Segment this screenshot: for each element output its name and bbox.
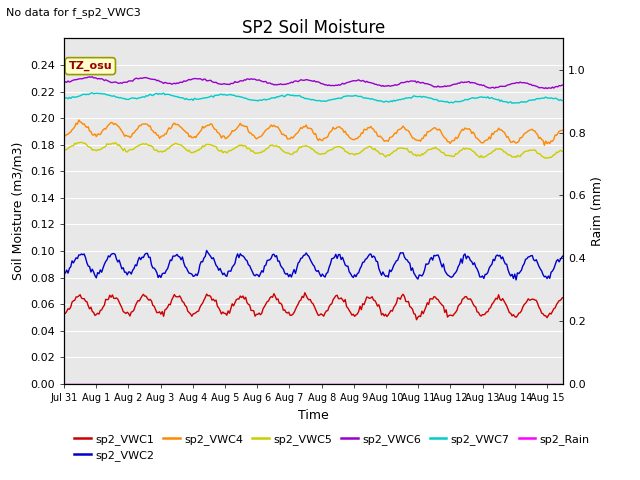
sp2_VWC5 bbox=[77, 139, 85, 145]
sp2_VWC7 bbox=[230, 92, 237, 98]
sp2_Rain bbox=[124, 381, 131, 387]
sp2_VWC6 bbox=[559, 82, 567, 88]
sp2_VWC1 bbox=[413, 317, 420, 323]
sp2_VWC1 bbox=[551, 305, 559, 311]
sp2_VWC1 bbox=[124, 309, 131, 315]
sp2_VWC6 bbox=[551, 84, 559, 90]
sp2_VWC6 bbox=[143, 75, 151, 81]
sp2_VWC7 bbox=[125, 96, 132, 102]
sp2_VWC5 bbox=[125, 148, 132, 154]
sp2_VWC1 bbox=[429, 296, 436, 302]
sp2_VWC2 bbox=[551, 262, 559, 268]
sp2_Rain bbox=[559, 381, 567, 387]
sp2_VWC7 bbox=[60, 96, 68, 101]
sp2_VWC2 bbox=[203, 248, 211, 253]
sp2_VWC4 bbox=[60, 132, 68, 138]
Text: No data for f_sp2_VWC3: No data for f_sp2_VWC3 bbox=[6, 7, 141, 18]
sp2_VWC2 bbox=[559, 253, 567, 259]
sp2_VWC6 bbox=[543, 86, 551, 92]
sp2_VWC5 bbox=[428, 146, 435, 152]
sp2_VWC7 bbox=[316, 97, 323, 103]
Line: sp2_VWC1: sp2_VWC1 bbox=[64, 293, 563, 320]
sp2_VWC7 bbox=[559, 97, 567, 103]
sp2_VWC1 bbox=[316, 312, 323, 318]
sp2_VWC4 bbox=[559, 127, 567, 133]
sp2_VWC6 bbox=[88, 74, 96, 80]
Y-axis label: Raim (mm): Raim (mm) bbox=[591, 176, 604, 246]
sp2_VWC5 bbox=[542, 156, 550, 161]
sp2_VWC1 bbox=[60, 310, 68, 316]
sp2_VWC4 bbox=[75, 117, 83, 123]
sp2_VWC2 bbox=[428, 254, 435, 260]
sp2_VWC2 bbox=[512, 277, 520, 283]
sp2_VWC6 bbox=[60, 80, 68, 86]
Y-axis label: Soil Moisture (m3/m3): Soil Moisture (m3/m3) bbox=[12, 142, 24, 280]
sp2_VWC4 bbox=[316, 136, 323, 142]
sp2_VWC7 bbox=[551, 96, 559, 101]
sp2_VWC2 bbox=[124, 272, 131, 278]
sp2_VWC2 bbox=[142, 251, 150, 256]
sp2_VWC6 bbox=[428, 83, 435, 88]
sp2_VWC2 bbox=[60, 270, 68, 276]
Legend: sp2_VWC1, sp2_VWC2, sp2_VWC4, sp2_VWC5, sp2_VWC6, sp2_VWC7, sp2_Rain: sp2_VWC1, sp2_VWC2, sp2_VWC4, sp2_VWC5, … bbox=[70, 429, 595, 466]
sp2_VWC5 bbox=[230, 146, 237, 152]
sp2_VWC7 bbox=[88, 90, 96, 96]
Line: sp2_VWC7: sp2_VWC7 bbox=[64, 93, 563, 103]
sp2_VWC1 bbox=[301, 290, 308, 296]
sp2_Rain bbox=[142, 381, 150, 387]
sp2_VWC1 bbox=[228, 301, 236, 307]
sp2_Rain bbox=[314, 381, 322, 387]
sp2_VWC5 bbox=[143, 142, 151, 147]
sp2_VWC7 bbox=[143, 93, 151, 99]
Text: TZ_osu: TZ_osu bbox=[68, 61, 112, 71]
sp2_VWC4 bbox=[230, 128, 237, 134]
Line: sp2_VWC6: sp2_VWC6 bbox=[64, 77, 563, 89]
Line: sp2_VWC2: sp2_VWC2 bbox=[64, 251, 563, 280]
sp2_VWC4 bbox=[143, 121, 151, 127]
sp2_VWC1 bbox=[142, 293, 150, 299]
Line: sp2_VWC4: sp2_VWC4 bbox=[64, 120, 563, 145]
sp2_VWC5 bbox=[60, 146, 68, 152]
sp2_Rain bbox=[228, 381, 236, 387]
sp2_VWC5 bbox=[316, 151, 323, 157]
sp2_VWC7 bbox=[428, 96, 435, 101]
sp2_VWC6 bbox=[230, 80, 237, 86]
sp2_VWC7 bbox=[508, 100, 516, 106]
Line: sp2_VWC5: sp2_VWC5 bbox=[64, 142, 563, 158]
sp2_Rain bbox=[548, 381, 556, 387]
sp2_Rain bbox=[426, 381, 434, 387]
sp2_VWC4 bbox=[125, 133, 132, 139]
sp2_VWC5 bbox=[559, 148, 567, 154]
X-axis label: Time: Time bbox=[298, 408, 329, 421]
sp2_VWC4 bbox=[428, 127, 435, 132]
sp2_VWC6 bbox=[316, 80, 323, 85]
sp2_VWC6 bbox=[125, 78, 132, 84]
sp2_Rain bbox=[60, 381, 68, 387]
sp2_VWC5 bbox=[551, 152, 559, 157]
sp2_VWC1 bbox=[559, 294, 567, 300]
sp2_VWC2 bbox=[230, 263, 237, 268]
sp2_VWC4 bbox=[551, 132, 559, 138]
sp2_VWC2 bbox=[316, 271, 323, 277]
Title: SP2 Soil Moisture: SP2 Soil Moisture bbox=[242, 19, 385, 37]
sp2_VWC4 bbox=[541, 143, 548, 148]
